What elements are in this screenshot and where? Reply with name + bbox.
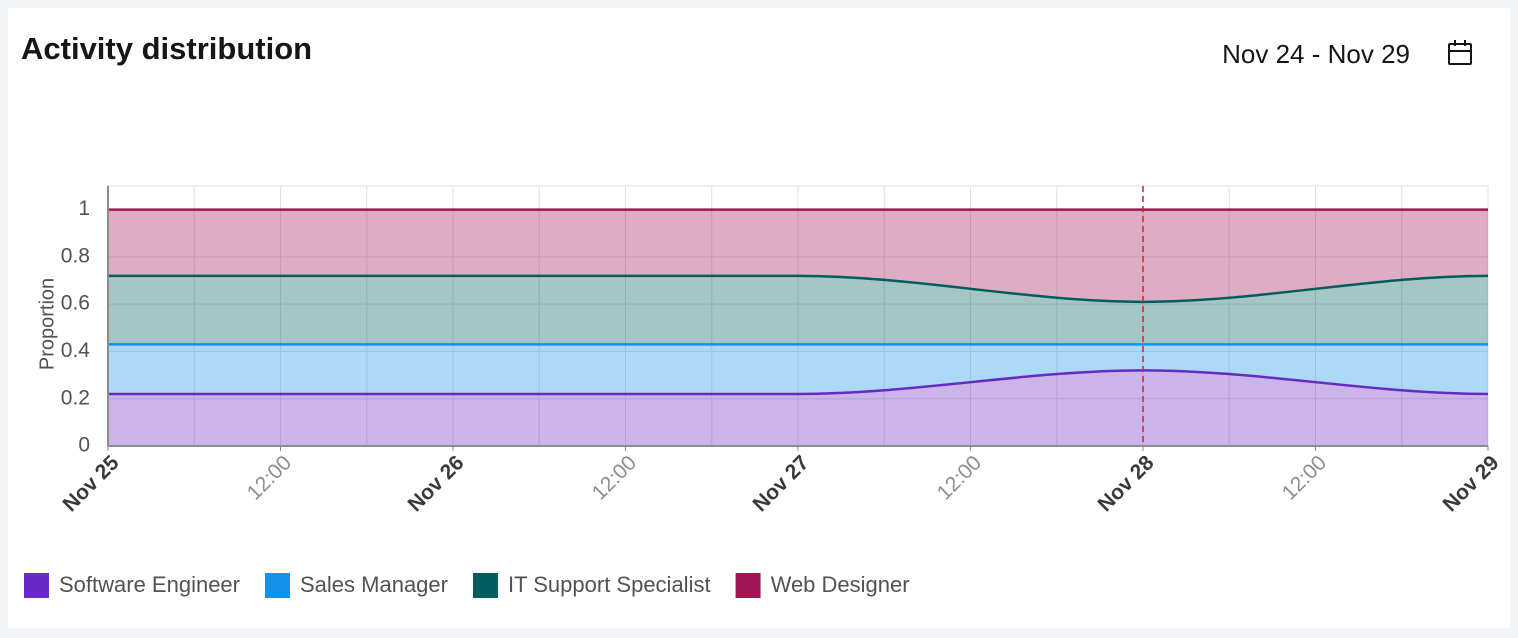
area-line xyxy=(108,274,1489,304)
x-tick-label: Nov 29 xyxy=(1439,451,1504,516)
x-tick-label: Nov 25 xyxy=(59,451,124,516)
x-tick-label: Nov 26 xyxy=(404,451,469,516)
legend-swatch xyxy=(472,573,498,598)
legend-label: Software Engineer xyxy=(59,572,240,597)
x-tick-label: 12:00 xyxy=(588,451,641,504)
x-tick-label: 12:00 xyxy=(243,451,296,504)
chart-title: Activity distribution xyxy=(21,31,312,66)
y-tick-label: 0 xyxy=(78,434,90,457)
legend-swatch xyxy=(265,573,290,598)
y-tick-label: 0.2 xyxy=(61,386,90,409)
legend-swatch xyxy=(24,573,49,598)
lines xyxy=(107,208,1489,396)
x-tick-label: 12:00 xyxy=(933,451,986,504)
chart: Activity distribution Nov 24 - Nov 29 Pr… xyxy=(21,31,1504,598)
y-tick-label: 0.4 xyxy=(61,339,91,362)
date-range[interactable]: Nov 24 - Nov 29 xyxy=(1222,39,1410,69)
legend-swatch xyxy=(735,573,761,598)
legend-label: IT Support Specialist xyxy=(508,572,711,597)
x-tick-label: 12:00 xyxy=(1278,451,1331,504)
y-axis-label: Proportion xyxy=(36,278,58,370)
y-tick-label: 1 xyxy=(78,197,90,220)
legend-label: Web Designer xyxy=(771,572,910,597)
calendar-icon[interactable] xyxy=(1448,40,1472,65)
y-tick-label: 0.8 xyxy=(61,244,90,267)
x-tick-label: Nov 27 xyxy=(749,451,814,516)
areas xyxy=(108,209,1488,446)
card: Activity distribution Nov 24 - Nov 29 Pr… xyxy=(8,8,1510,628)
area-line xyxy=(108,369,1489,396)
y-tick-label: 0.6 xyxy=(61,292,90,315)
x-tick-label: Nov 28 xyxy=(1094,451,1159,516)
legend-label: Sales Manager xyxy=(300,572,448,597)
